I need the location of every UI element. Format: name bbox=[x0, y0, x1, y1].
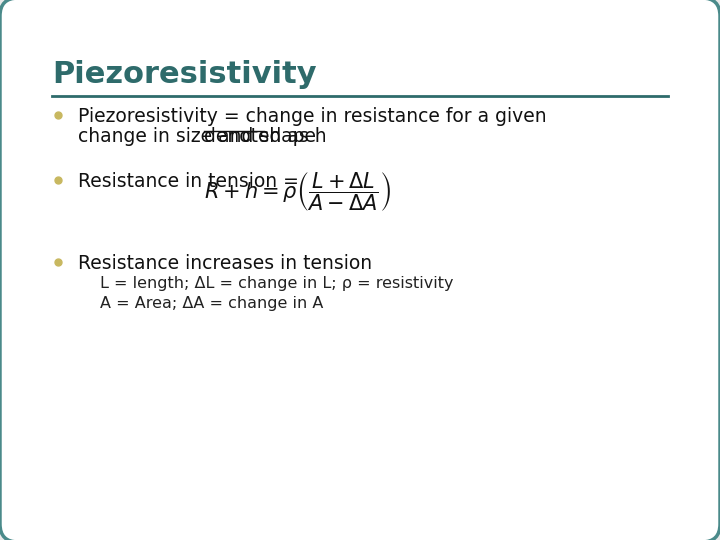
Text: change in size and shape: change in size and shape bbox=[78, 127, 322, 146]
Text: denoted as h: denoted as h bbox=[204, 127, 326, 146]
Text: A = Area; ΔA = change in A: A = Area; ΔA = change in A bbox=[100, 296, 323, 311]
Text: $R+h=\rho\left(\dfrac{L+\Delta L}{A-\Delta A}\right)$: $R+h=\rho\left(\dfrac{L+\Delta L}{A-\Del… bbox=[204, 170, 391, 213]
Text: Piezoresistivity: Piezoresistivity bbox=[52, 60, 317, 89]
Text: Resistance in tension =: Resistance in tension = bbox=[78, 172, 311, 191]
Text: Piezoresistivity = change in resistance for a given: Piezoresistivity = change in resistance … bbox=[78, 107, 546, 126]
Text: L = length; ΔL = change in L; ρ = resistivity: L = length; ΔL = change in L; ρ = resist… bbox=[100, 276, 454, 291]
Text: Resistance increases in tension: Resistance increases in tension bbox=[78, 254, 372, 273]
